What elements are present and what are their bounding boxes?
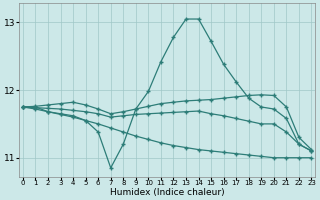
X-axis label: Humidex (Indice chaleur): Humidex (Indice chaleur) [110,188,225,197]
